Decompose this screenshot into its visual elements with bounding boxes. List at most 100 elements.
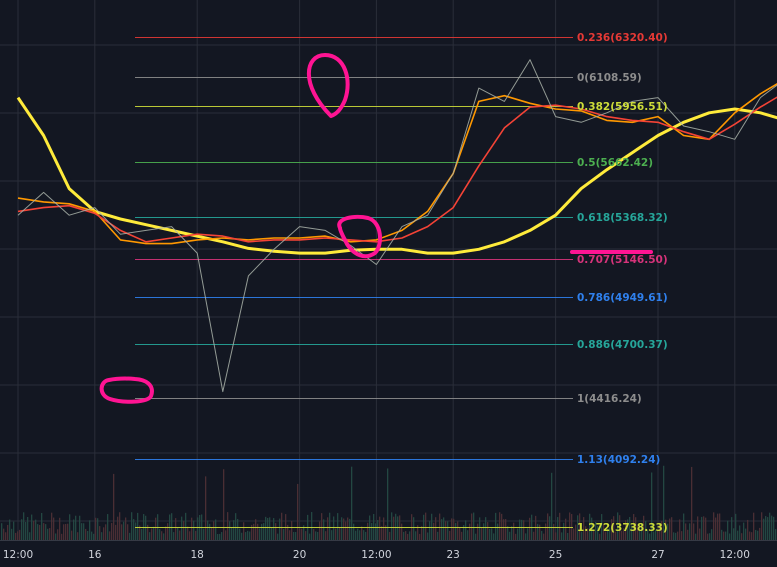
volume-bar	[655, 529, 657, 540]
volume-bar	[275, 523, 277, 540]
volume-bar	[193, 520, 195, 540]
volume-bar	[675, 532, 677, 540]
volume-bar	[433, 522, 435, 540]
volume-bar	[189, 531, 191, 540]
volume-bar	[681, 531, 683, 540]
volume-bar	[609, 527, 611, 540]
volume-bar	[347, 517, 349, 540]
volume-bar	[147, 524, 149, 540]
volume-bar	[669, 518, 671, 540]
volume-bar	[55, 533, 57, 540]
volume-bar	[11, 528, 13, 540]
volume-bar	[573, 528, 575, 540]
volume-bar	[305, 531, 307, 540]
volume-bar	[563, 522, 565, 540]
volume-bar	[263, 523, 265, 540]
volume-bar	[465, 520, 467, 540]
highlight-circle-fib-touch	[337, 214, 382, 259]
volume-bar	[435, 517, 437, 540]
volume-bar	[71, 530, 73, 540]
volume-bar	[679, 519, 681, 540]
volume-bar	[171, 513, 173, 540]
hand-drawn-annotations	[99, 52, 653, 404]
volume-bar	[377, 519, 379, 540]
x-tick-label: 12:00	[3, 549, 33, 561]
volume-bar	[665, 519, 667, 540]
volume-bar	[713, 512, 715, 540]
volume-bar	[523, 520, 525, 540]
volume-bar	[17, 531, 19, 540]
volume-bar	[77, 532, 79, 540]
volume-bar	[163, 533, 165, 540]
volume-bar	[703, 516, 705, 540]
volume-bar	[453, 518, 455, 540]
volume-bar	[69, 514, 71, 540]
volume-bar	[389, 531, 391, 540]
volume-bar	[549, 516, 551, 540]
volume-bar	[313, 529, 315, 540]
fib-label: 0.5(5662.42)	[577, 157, 653, 169]
volume-bar	[533, 531, 535, 540]
fib-label: 1(4416.24)	[577, 393, 642, 405]
volume-bar	[123, 521, 125, 540]
volume-bar	[269, 517, 271, 540]
volume-bar	[311, 512, 313, 540]
volume-bar	[617, 512, 619, 540]
volume-bar	[187, 526, 189, 540]
volume-bar	[737, 530, 739, 540]
volume-bar	[91, 531, 93, 540]
volume-bar	[165, 526, 167, 540]
volume-bar	[63, 524, 65, 540]
volume-bar	[623, 528, 625, 540]
volume-bar	[471, 513, 473, 540]
volume-bar	[651, 472, 653, 540]
volume-bar	[747, 519, 749, 540]
volume-bar	[173, 532, 175, 540]
volume-bar	[195, 530, 197, 540]
volume-bar	[59, 517, 61, 540]
volume-bar	[83, 523, 85, 540]
volume-bar	[61, 533, 63, 540]
volume-bar	[103, 527, 105, 540]
volume-bar	[673, 532, 675, 540]
series-lines	[16, 59, 777, 393]
volume-bar	[15, 532, 17, 540]
volume-bar	[525, 533, 527, 540]
volume-bar	[723, 531, 725, 540]
volume-bar	[393, 516, 395, 540]
volume-bar	[219, 533, 221, 540]
volume-bar	[117, 516, 119, 540]
volume-bar	[67, 523, 69, 540]
fibonacci-labels: 0(6108.59) 0.236(6320.40) 0.382(5956.51) 0.…	[577, 32, 668, 534]
volume-bar	[271, 527, 273, 540]
volume-bar	[249, 531, 251, 540]
volume-bar	[493, 533, 495, 540]
volume-bar	[209, 523, 211, 540]
volume-bar	[755, 529, 757, 540]
volume-bar	[353, 523, 355, 540]
volume-bar	[105, 524, 107, 540]
volume-bar	[371, 522, 373, 540]
volume-bar	[115, 524, 117, 540]
volume-bar	[225, 530, 227, 540]
volume-bar	[381, 526, 383, 540]
volume-bar	[267, 517, 269, 540]
volume-bar	[137, 512, 139, 540]
volume-bar	[505, 519, 507, 540]
volume-bar	[705, 517, 707, 540]
series-line	[17, 96, 777, 243]
volume-bar	[719, 513, 721, 540]
volume-bar	[129, 532, 131, 540]
volume-bar	[689, 523, 691, 540]
volume-bar	[597, 525, 599, 540]
volume-bar	[645, 521, 647, 540]
volume-bar	[255, 519, 257, 540]
volume-bar	[699, 528, 701, 540]
volume-bar	[395, 513, 397, 540]
volume-bar	[241, 532, 243, 540]
volume-bar	[293, 531, 295, 540]
volume-bar	[113, 473, 115, 540]
volume-bar	[333, 516, 335, 540]
volume-bar	[325, 531, 327, 540]
volume-bar	[621, 530, 623, 540]
